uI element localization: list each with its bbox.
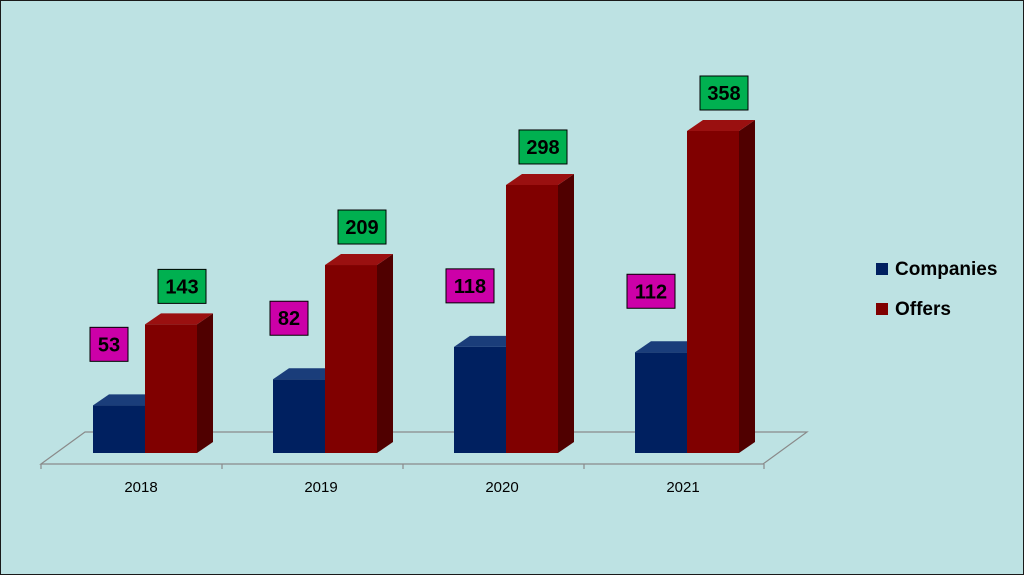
legend-item-offers: Offers <box>876 299 951 320</box>
legend-swatch <box>876 303 888 315</box>
chart-floor <box>39 431 809 469</box>
bar-offers-2019 <box>325 254 393 453</box>
bar-front-face <box>454 346 506 453</box>
data-label-offers-2021: 358 <box>699 75 749 111</box>
bar-offers-2021 <box>687 120 755 453</box>
data-label-box <box>157 268 207 304</box>
chart-floor-plane <box>39 431 809 465</box>
bar-top-face <box>273 368 341 380</box>
bar-front-face <box>325 265 377 453</box>
x-tick-label-2020: 2020 <box>485 479 518 496</box>
data-label-box <box>699 75 749 111</box>
chart-bars <box>93 120 755 453</box>
data-label-offers-2020: 298 <box>518 129 568 165</box>
data-label-value: 209 <box>345 217 378 239</box>
bar-side-face <box>197 313 213 453</box>
x-tick-label-2021: 2021 <box>666 479 699 496</box>
bar-front-face <box>635 352 687 453</box>
bar-top-face <box>687 120 755 131</box>
bar-top-face <box>93 394 161 406</box>
legend-item-companies: Companies <box>876 259 997 280</box>
data-label-box <box>89 326 129 362</box>
data-label-box <box>269 300 309 336</box>
bar-top-face <box>325 254 393 266</box>
data-labels: 53 143 82 209 118 298 112 358 <box>89 75 749 362</box>
data-label-box <box>518 129 568 165</box>
data-label-value: 112 <box>635 281 667 303</box>
bar-front-face <box>93 405 145 453</box>
data-label-companies-2020: 118 <box>445 268 495 304</box>
data-label-value: 82 <box>278 308 300 330</box>
data-label-offers-2019: 209 <box>337 209 387 245</box>
legend-swatch <box>876 263 888 275</box>
data-label-offers-2018: 143 <box>157 268 207 304</box>
data-label-value: 358 <box>707 83 740 105</box>
bar-side-face <box>377 254 393 453</box>
bar-front-face <box>687 131 739 453</box>
data-label-companies-2019: 82 <box>269 300 309 336</box>
bar-side-face <box>558 173 574 453</box>
bar-offers-2020 <box>506 173 574 453</box>
legend-label: Offers <box>895 299 951 320</box>
data-label-companies-2018: 53 <box>89 326 129 362</box>
x-axis-tick-labels: 2018 2019 2020 2021 <box>124 479 699 496</box>
bar-top-face <box>454 335 522 347</box>
bar-front-face <box>506 184 558 453</box>
legend: Companies Offers <box>876 259 997 320</box>
bar-front-face <box>273 379 325 453</box>
data-label-value: 118 <box>454 276 486 298</box>
bar-offers-2018 <box>145 313 213 453</box>
bar-top-face <box>506 173 574 185</box>
bar-front-face <box>145 324 197 453</box>
bar-top-face <box>635 341 703 353</box>
data-label-value: 298 <box>526 137 559 159</box>
data-label-value: 143 <box>165 276 198 298</box>
data-label-companies-2021: 112 <box>626 273 676 309</box>
data-label-box <box>626 273 676 309</box>
bar-top-face <box>145 313 213 325</box>
x-tick-label-2018: 2018 <box>124 479 157 496</box>
legend-label: Companies <box>895 259 997 280</box>
data-label-box <box>337 209 387 245</box>
data-label-value: 53 <box>98 334 120 356</box>
x-tick-label-2019: 2019 <box>304 479 337 496</box>
bar-side-face <box>739 120 755 453</box>
data-label-box <box>445 268 495 304</box>
